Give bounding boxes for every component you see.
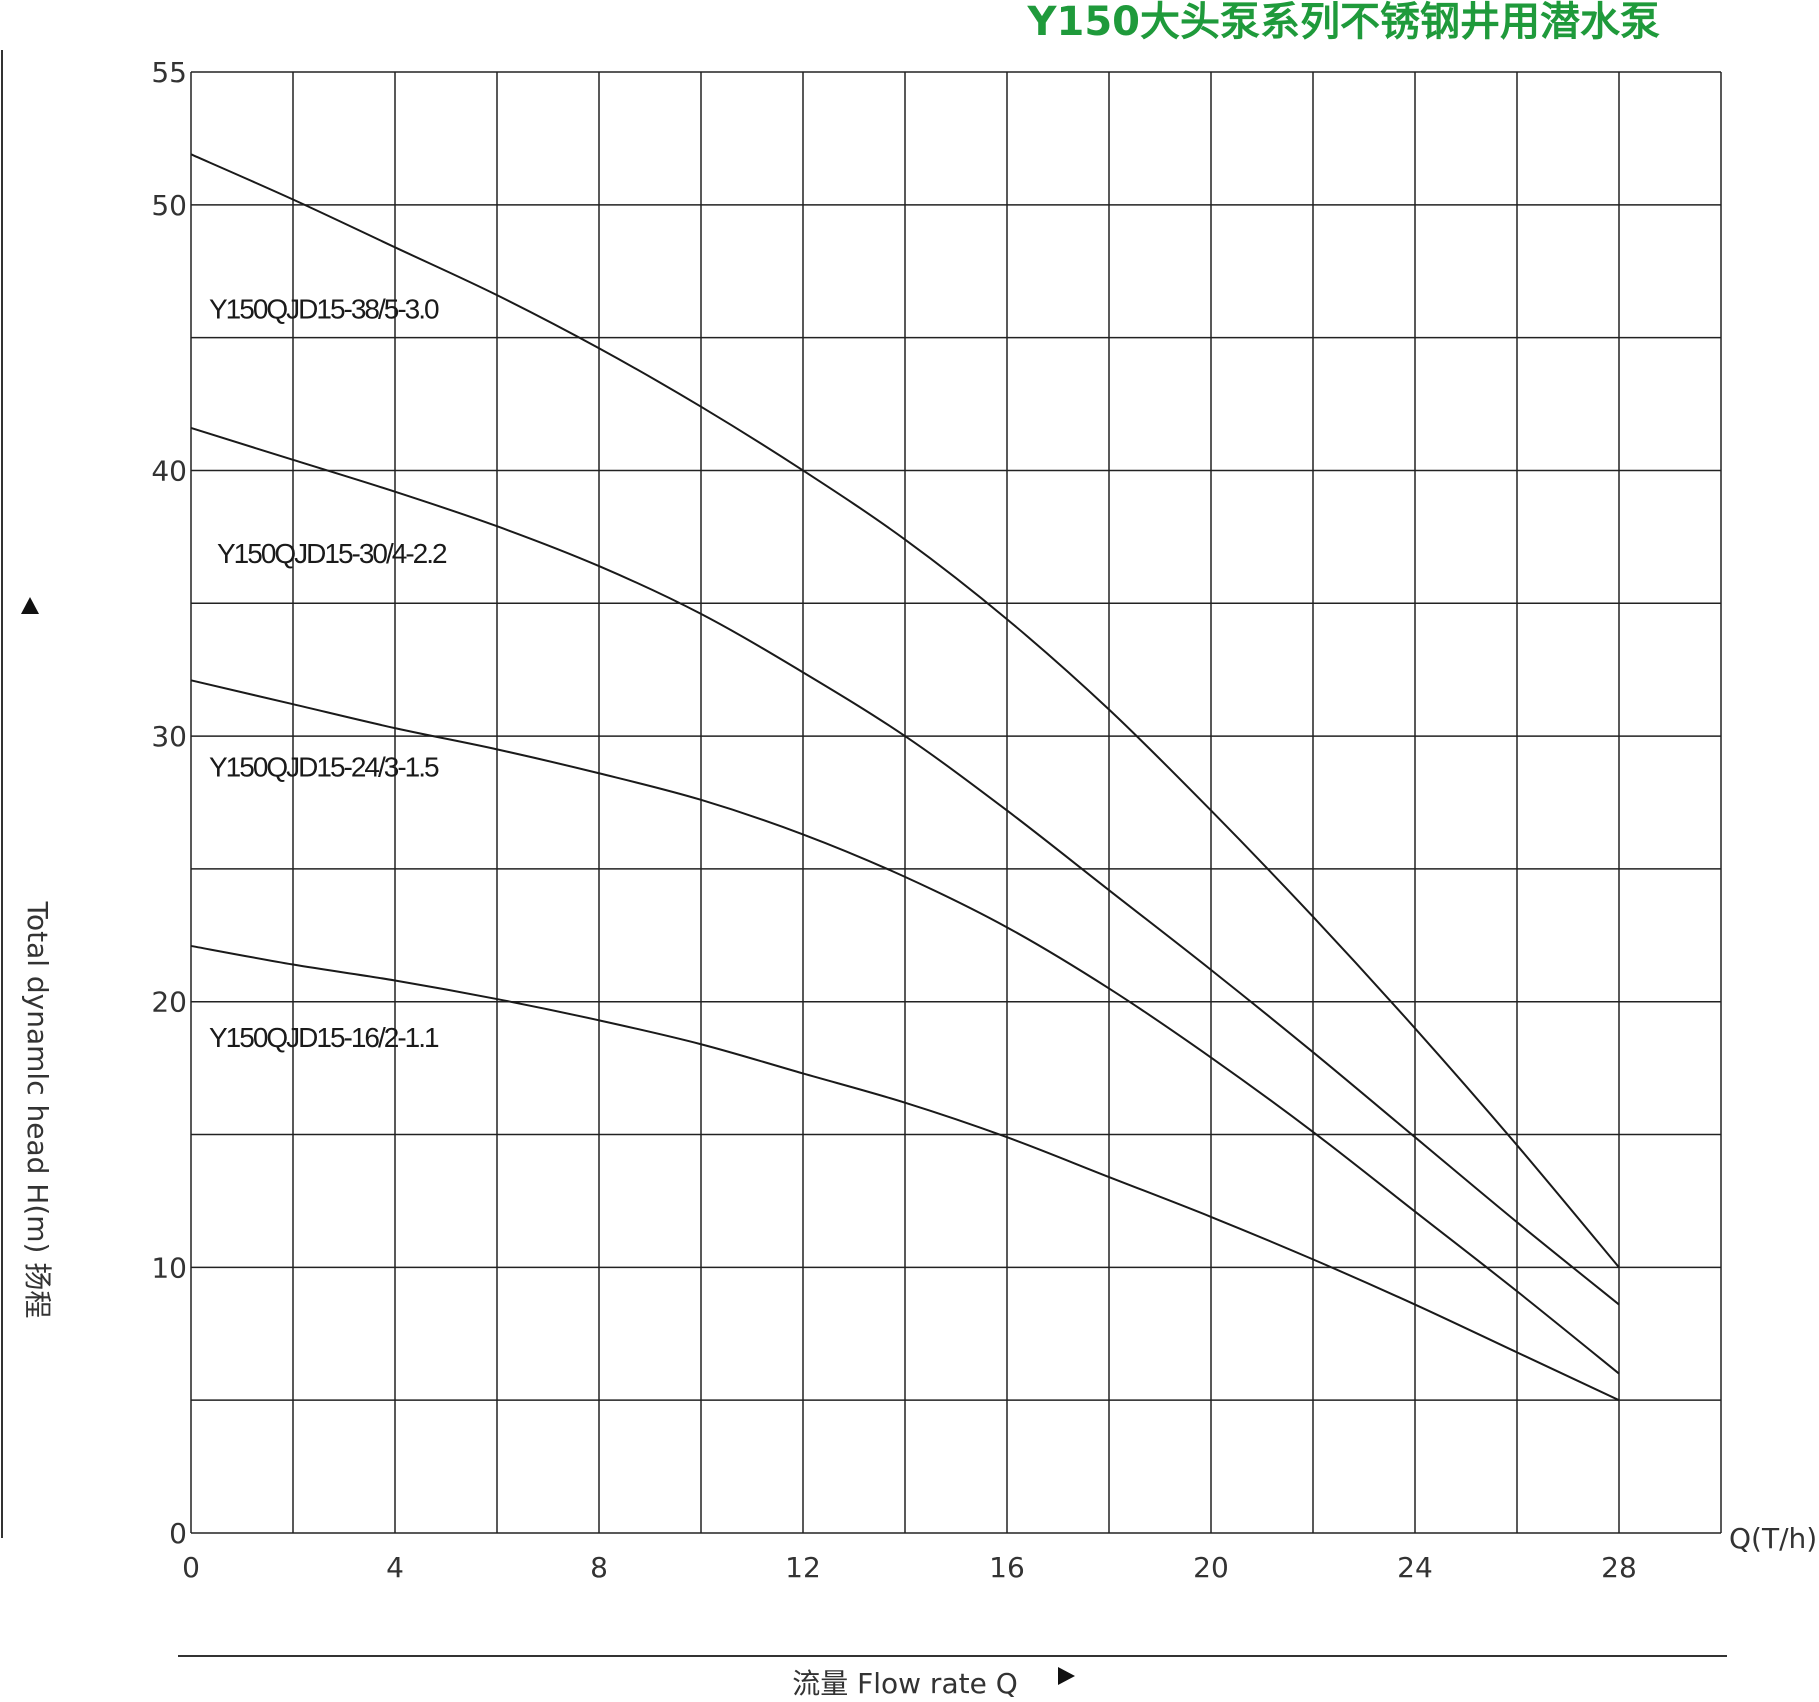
y-axis-label: Total dynamlc head H(m) 扬程: [21, 901, 54, 1319]
grid-layer: [190, 71, 1722, 1534]
y-tick-label: 0: [169, 1517, 187, 1550]
series-line-1: [190, 153, 1620, 1269]
series-label-2: Y150QJD15-30/4-2.2: [217, 538, 447, 569]
x-unit-label: Q(T/h): [1729, 1522, 1817, 1555]
x-tick-label: 0: [182, 1551, 200, 1584]
x-tick-label: 4: [386, 1551, 404, 1584]
x-tick-label: 12: [785, 1551, 821, 1584]
series-line-2: [190, 426, 1620, 1306]
x-tick-label: 20: [1193, 1551, 1229, 1584]
x-tick-label: 28: [1601, 1551, 1637, 1584]
curve-layer: [190, 153, 1620, 1402]
x-tick-label: 16: [989, 1551, 1025, 1584]
y-axis-label-group: Total dynamlc head H(m) 扬程: [21, 901, 54, 1319]
series-line-4: [190, 944, 1620, 1402]
series-label-4: Y150QJD15-16/2-1.1: [209, 1022, 439, 1053]
y-tick-label: 40: [151, 454, 187, 487]
series-label-1: Y150QJD15-38/5-3.0: [209, 293, 439, 324]
label-layer: 0 4 8 12 16 20 24 28 0 10 20 30 40 50 55 Y150QJD15-38/5…: [151, 56, 1636, 1584]
y-tick-label: 50: [151, 189, 187, 222]
x-tick-label: 24: [1397, 1551, 1433, 1584]
y-axis-arrow-icon: [21, 597, 39, 614]
series-label-3: Y150QJD15-24/3-1.5: [209, 751, 439, 782]
chart-title: Y150大头泵系列不锈钢井用潜水泵: [1027, 0, 1660, 45]
y-tick-label: 10: [151, 1251, 187, 1284]
x-tick-label: 8: [590, 1551, 608, 1584]
y-tick-label: 20: [151, 986, 187, 1019]
y-tick-label: 30: [151, 720, 187, 753]
x-axis-label: 流量 Flow rate Q: [792, 1667, 1018, 1698]
y-tick-label: 55: [151, 56, 187, 89]
series-line-3: [190, 679, 1620, 1375]
x-axis-arrow-icon: [1058, 1667, 1075, 1685]
